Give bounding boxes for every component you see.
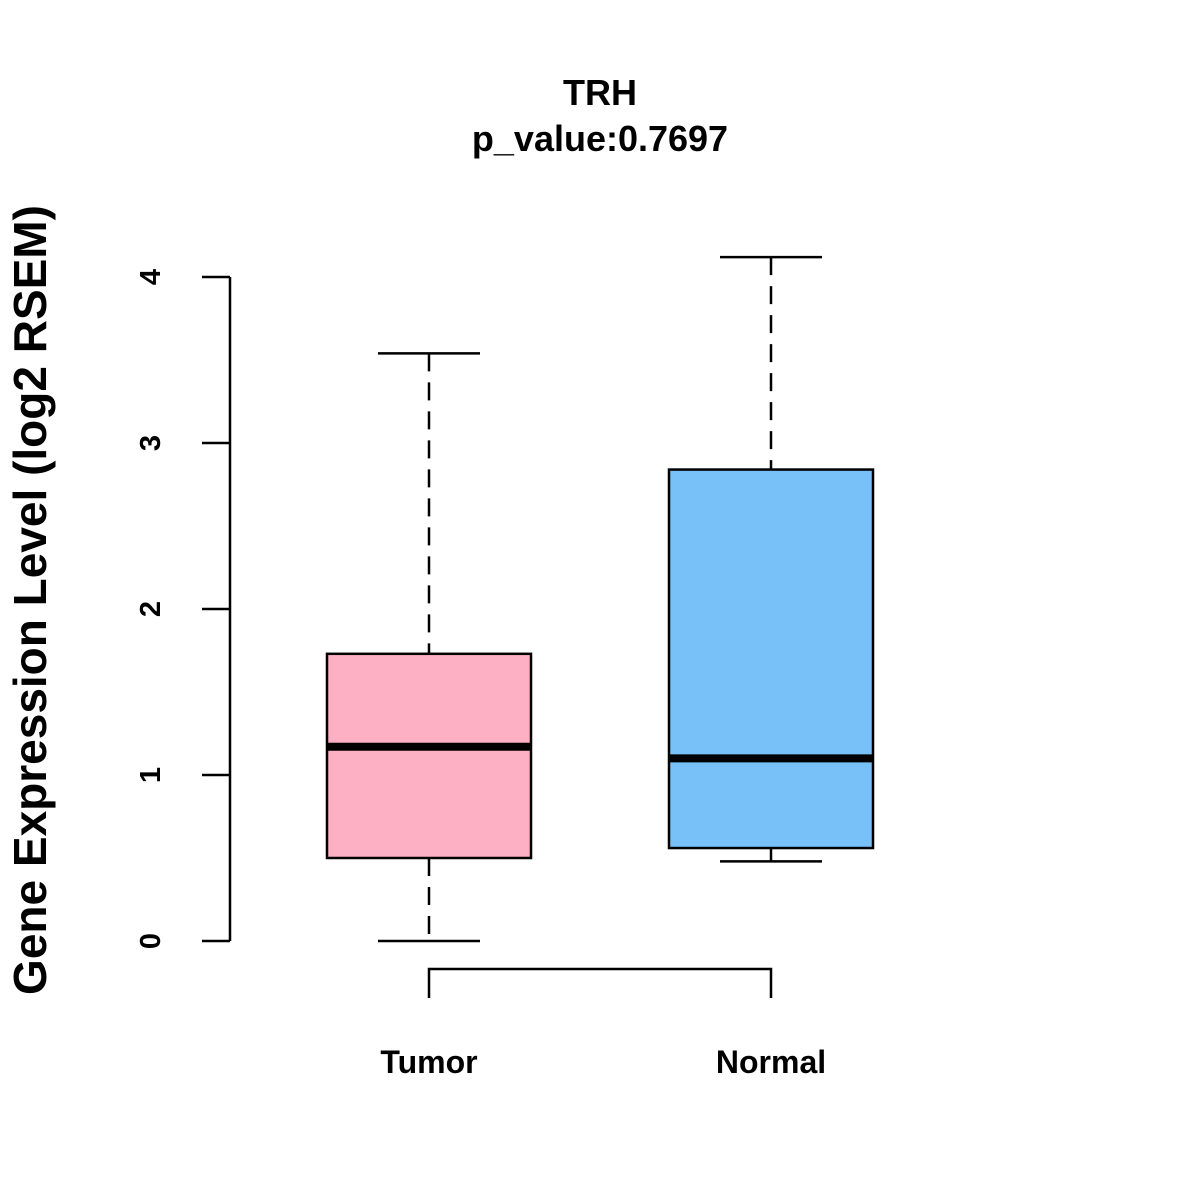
box-tumor (325, 352, 533, 943)
y-tick-label: 2 (135, 601, 167, 617)
comparison-bracket (427, 967, 773, 998)
iqr-box (325, 652, 533, 860)
iqr-box (667, 468, 875, 850)
box-normal (667, 255, 875, 863)
chart-title: TRH (563, 72, 637, 113)
y-axis: 0 1 2 3 4 (135, 269, 232, 949)
category-labels: Tumor Normal (380, 1044, 826, 1080)
y-tick-label: 0 (135, 933, 167, 949)
x-category-label: Tumor (380, 1044, 477, 1080)
y-tick-label: 1 (135, 767, 167, 783)
bracket-line (427, 967, 773, 998)
y-tick-label: 3 (135, 435, 167, 451)
chart-subtitle: p_value:0.7697 (472, 118, 728, 159)
y-tick-label: 4 (135, 269, 167, 285)
x-category-label: Normal (716, 1044, 826, 1080)
y-axis-label: Gene Expression Level (log2 RSEM) (4, 205, 56, 995)
boxes (325, 255, 875, 943)
